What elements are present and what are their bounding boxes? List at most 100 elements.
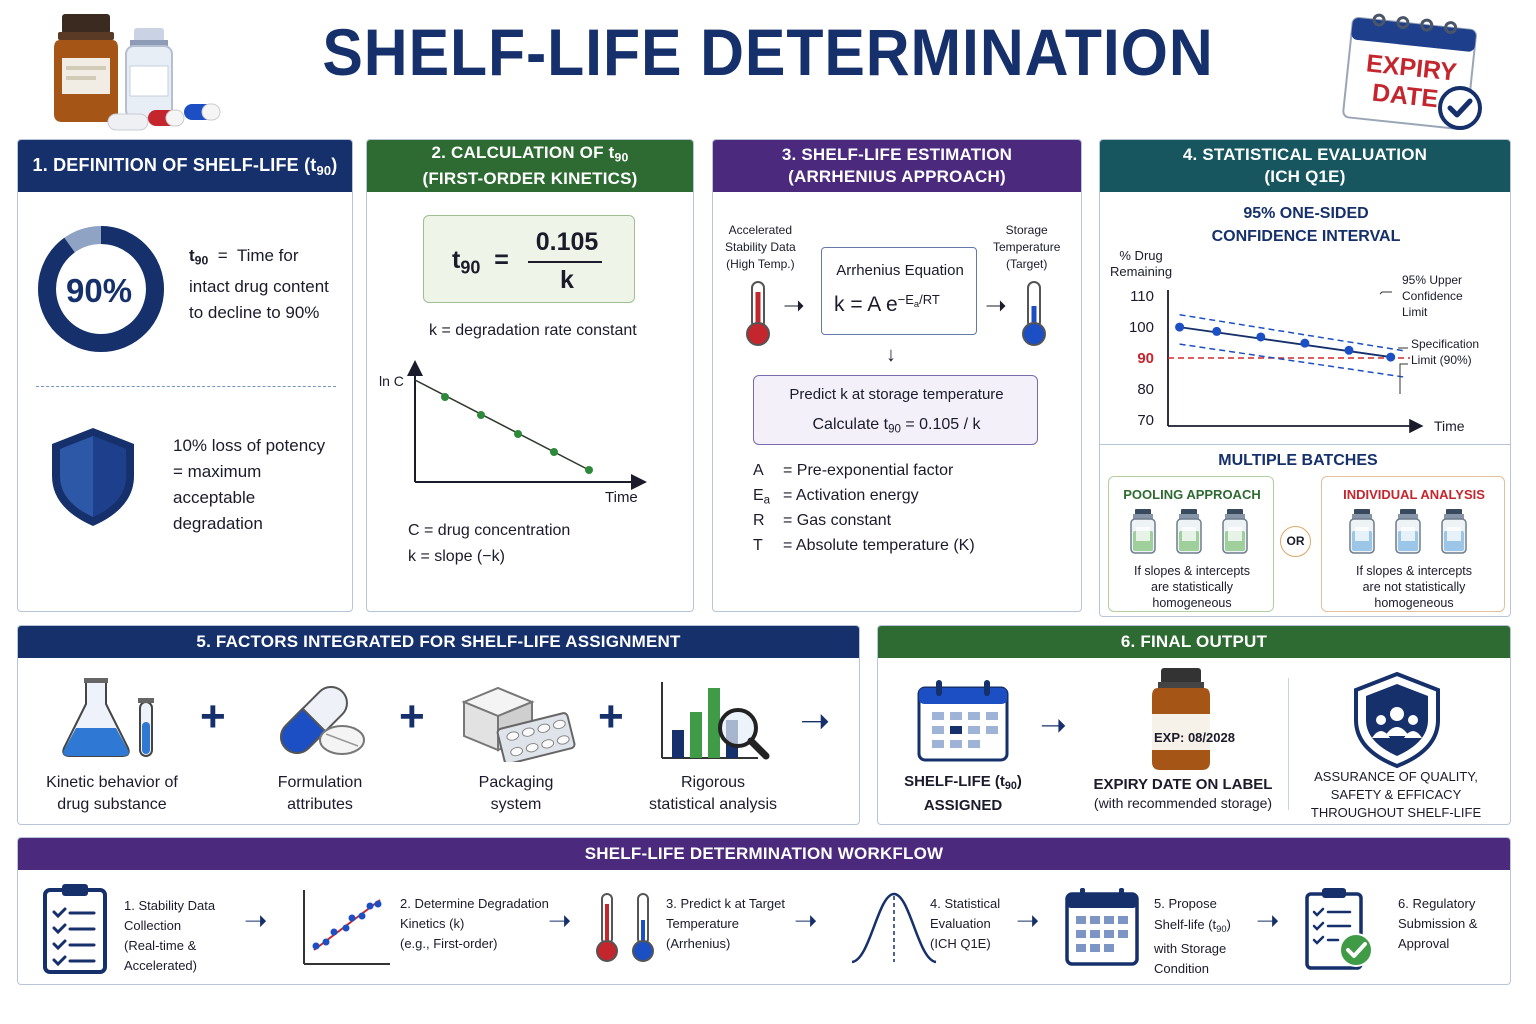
y-tick-label: 80 xyxy=(1137,381,1154,398)
confidence-interval-chart: 110 100 90 80 70 xyxy=(1129,288,1424,434)
accelerated-data-label: Accelerated Stability Data (High Temp.) xyxy=(725,223,796,271)
pooling-approach-box: POOLING APPROACH If slopes & intercepts a… xyxy=(1108,476,1274,612)
panel-2-header: 2. CALCULATION OF t90 (FIRST-ORDER KINET… xyxy=(367,140,693,192)
k-definition: k = degradation rate constant xyxy=(429,322,637,339)
workflow-step-1-text: 1. Stability Data Collection (Real-time & A… xyxy=(124,898,216,973)
panel-3-header: 3. SHELF-LIFE ESTIMATION (ARRHENIUS APPR… xyxy=(713,140,1081,192)
panel-statistical: 4. STATISTICAL EVALUATION (ICH Q1E) 95% … xyxy=(1099,139,1511,617)
plus-sign: + xyxy=(200,692,226,741)
panel-4-header: 4. STATISTICAL EVALUATION (ICH Q1E) xyxy=(1100,140,1510,192)
cold-thermometer-icon xyxy=(1022,281,1046,346)
predict-k-box: Predict k at storage temperature Calcula… xyxy=(753,375,1038,445)
regression-line xyxy=(1179,326,1391,358)
donut-label: 90% xyxy=(66,272,133,309)
output-divider xyxy=(1288,678,1289,810)
panel-6-header: 6. FINAL OUTPUT xyxy=(878,626,1510,658)
expiry-date-calendar-icon: EXPIRY DATE xyxy=(1340,10,1488,130)
lower-confidence-band xyxy=(1179,343,1405,378)
assurance-label: ASSURANCE OF QUALITY, SAFETY & EFFICACY TH… xyxy=(1310,769,1482,820)
panel-calculation: 2. CALCULATION OF t90 (FIRST-ORDER KINET… xyxy=(366,139,694,612)
panel-final-output: 6. FINAL OUTPUT SHELF-LIFE (t90) ASSIGNE… xyxy=(877,625,1511,825)
capsule-tablet-icon xyxy=(280,686,365,755)
expiry-date-label-text: EXPIRY DATE ON LABEL (with recommended st… xyxy=(1093,776,1273,811)
clipboard-checklist-icon xyxy=(43,884,107,974)
storage-temp-label: Storage Temperature (Target) xyxy=(993,223,1061,271)
box-blister-pack-icon xyxy=(461,686,576,762)
data-point xyxy=(1175,322,1185,332)
shield-people-icon xyxy=(1354,671,1440,769)
packaging-label: Packaging system xyxy=(478,774,554,813)
arrhenius-definition-row: R = Gas constant xyxy=(753,512,892,529)
workflow-step-4-text: 4. Statistical Evaluation (ICH Q1E) xyxy=(930,896,1001,951)
upper-limit-label: 95% Upper Confidence Limit xyxy=(1402,273,1463,319)
arrow-right: ➝ xyxy=(800,700,831,741)
labeled-bottle-icon xyxy=(1152,668,1210,770)
upper-confidence-band xyxy=(1179,313,1405,352)
plus-sign: + xyxy=(598,692,624,741)
potency-loss-text: 10% loss of potency = maximum acceptable… xyxy=(173,436,326,533)
data-point xyxy=(1256,332,1266,342)
y-axis-label: % Drug Remaining xyxy=(1110,248,1173,279)
hot-thermometer-icon xyxy=(746,281,770,346)
panel-factors: 5. FACTORS INTEGRATED FOR SHELF-LIFE ASS… xyxy=(17,625,860,825)
shelf-life-assigned-label: SHELF-LIFE (t90) ASSIGNED xyxy=(904,773,1022,815)
c-definition: C = drug concentration xyxy=(408,522,571,539)
batches-divider xyxy=(1100,444,1510,445)
calendar-icon xyxy=(1065,888,1139,966)
dashed-divider xyxy=(36,386,336,387)
plus-sign: + xyxy=(399,692,425,741)
arrow-right: ➝ xyxy=(1040,707,1067,743)
multiple-batches-title: MULTIPLE BATCHES xyxy=(1218,452,1378,469)
workflow-step-3-text: 3. Predict k at Target Temperature (Arrhen… xyxy=(666,896,785,951)
individual-analysis-box: INDIVIDUAL ANALYSIS If slopes & intercep… xyxy=(1321,476,1505,612)
page-title: SHELF-LIFE DETERMINATION xyxy=(322,15,1214,89)
arrow-right: ➝ xyxy=(1256,905,1280,936)
time-axis-label: Time xyxy=(605,489,638,506)
panel-1-header: 1. DEFINITION OF SHELF-LIFE (t90) xyxy=(18,140,352,192)
vials-icon xyxy=(1130,509,1248,554)
panel-workflow: SHELF-LIFE DETERMINATION WORKFLOW 1. Sta… xyxy=(17,837,1511,985)
workflow-step-5-text: 5. Propose Shelf-life (t90) with Storage… xyxy=(1154,896,1231,977)
workflow-header: SHELF-LIFE DETERMINATION WORKFLOW xyxy=(18,838,1510,870)
arrow-right: ➝ xyxy=(244,905,268,936)
approval-clipboard-icon xyxy=(1305,888,1373,970)
workflow-step-6-text: 6. Regulatory Submission & Approval xyxy=(1398,896,1478,951)
t90-definition: t90 = Time for intact drug content to de… xyxy=(189,246,329,322)
data-point xyxy=(1212,326,1222,336)
shield-icon xyxy=(52,428,134,526)
arrhenius-definitions: A = Pre-exponential factor Ea = Activation … xyxy=(753,462,1073,562)
kinetic-behavior-label: Kinetic behavior of drug substance xyxy=(46,774,178,813)
panel-arrhenius: 3. SHELF-LIFE ESTIMATION (ARRHENIUS APPR… xyxy=(712,139,1082,612)
medicine-bottles-icon xyxy=(54,14,221,131)
y-tick-label: 110 xyxy=(1130,288,1154,305)
data-point xyxy=(1300,338,1310,348)
y-tick-label: 100 xyxy=(1129,319,1154,336)
panel-definition: 1. DEFINITION OF SHELF-LIFE (t90) 90% t9… xyxy=(17,139,353,612)
ln-c-vs-time-plot xyxy=(407,360,647,490)
arrow-down: ↓ xyxy=(886,344,896,366)
y-tick-label: 70 xyxy=(1137,412,1154,429)
flask-test-tube-icon xyxy=(62,678,154,757)
arrhenius-definition-row: Ea = Activation energy xyxy=(753,487,919,507)
panel-5-header: 5. FACTORS INTEGRATED FOR SHELF-LIFE ASS… xyxy=(18,626,859,658)
arrow-right: ➝ xyxy=(1016,905,1040,936)
scatter-trend-icon xyxy=(303,890,390,965)
calendar-icon xyxy=(917,680,1009,762)
workflow-step-2-text: 2. Determine Degradation Kinetics (k) (e.g… xyxy=(400,896,549,951)
or-badge: OR xyxy=(1280,526,1311,557)
formulation-label: Formulation attributes xyxy=(277,774,363,813)
statistical-analysis-label: Rigorous statistical analysis xyxy=(648,774,778,813)
k-slope-definition: k = slope (−k) xyxy=(408,548,505,565)
expiry-label-text: EXP: 08/2028 xyxy=(1154,730,1235,745)
chart-x-label: Time xyxy=(1434,418,1465,434)
ln-c-axis-label: ln C xyxy=(379,373,404,389)
arrow-right: ➝ xyxy=(985,290,1007,320)
arrow-right: ➝ xyxy=(794,905,818,936)
ci-title: 95% ONE-SIDED CONFIDENCE INTERVAL xyxy=(1211,205,1401,245)
arrhenius-equation-box: Arrhenius Equation k = A e−Ea/RT xyxy=(821,247,977,335)
arrow-right: ➝ xyxy=(783,290,805,320)
data-point xyxy=(1386,352,1396,362)
bell-curve-icon xyxy=(851,892,937,964)
t90-formula-box: t90 = 0.105 k xyxy=(423,215,635,303)
spec-limit-label: Specification Limit (90%) xyxy=(1411,337,1480,367)
